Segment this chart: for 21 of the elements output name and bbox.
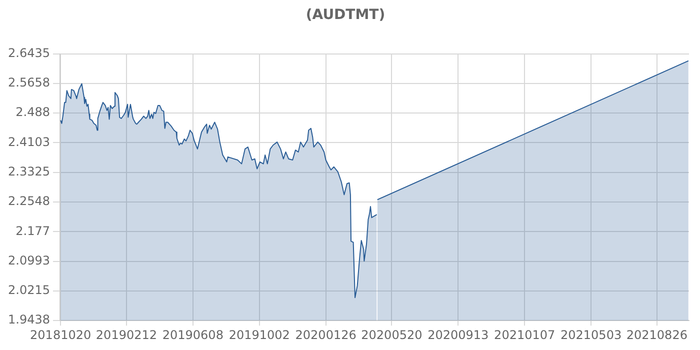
x-tick-label: 20210503 — [560, 328, 622, 342]
y-tick-label: 2.488 — [16, 105, 50, 120]
x-tick-label: 20191002 — [228, 328, 290, 342]
chart-title: (AUDTMT) — [306, 7, 386, 24]
x-tick-label: 20200913 — [428, 328, 489, 342]
y-tick-label: 2.5658 — [8, 76, 50, 90]
x-tick-label: 20210107 — [494, 328, 556, 342]
x-tick-label: 20210826 — [626, 328, 688, 342]
y-tick-label: 2.4103 — [8, 134, 50, 149]
y-tick-label: 1.9438 — [8, 312, 50, 327]
y-tick-label: 2.3325 — [8, 164, 50, 179]
y-tick-label: 2.2548 — [8, 194, 50, 208]
x-tick-label: 20190212 — [96, 328, 157, 342]
y-tick-label: 2.0215 — [8, 283, 50, 298]
x-tick-label: 20190608 — [162, 328, 224, 342]
y-tick-label: 2.0993 — [8, 253, 50, 268]
y-tick-label: 2.6435 — [8, 46, 50, 60]
x-tick-label: 20200126 — [295, 328, 356, 342]
x-tick-label: 20181020 — [30, 328, 92, 342]
y-tick-label: 2.177 — [16, 224, 50, 238]
x-tick-label: 20200520 — [361, 328, 422, 342]
